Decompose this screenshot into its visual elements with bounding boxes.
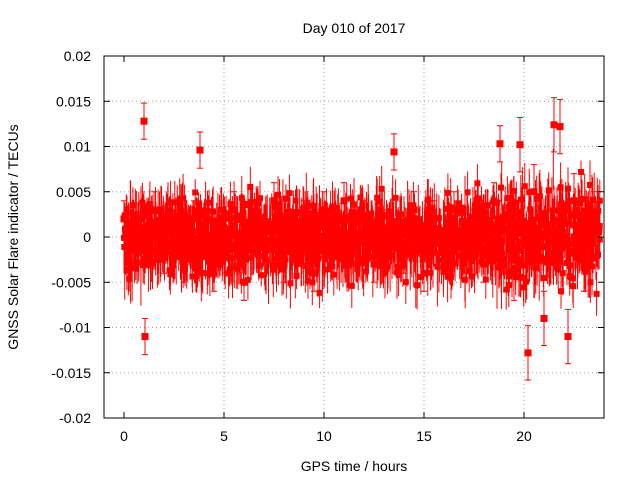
data-point	[330, 236, 338, 274]
data-point	[480, 245, 488, 283]
data-points	[120, 97, 598, 381]
data-point	[580, 236, 588, 292]
ticks: 0 5 10 15 20 -0.02 -0.015 -0.01 -0.005 0 0.005 0.01…	[51, 48, 604, 444]
y-tick-label: -0.005	[51, 274, 91, 290]
data-point	[260, 227, 268, 265]
data-point	[556, 98, 564, 155]
y-tick-label: 0.005	[56, 184, 91, 200]
data-point	[310, 254, 318, 292]
data-point	[170, 209, 178, 247]
data-point	[540, 290, 548, 347]
data-point	[190, 200, 198, 238]
data-point	[230, 191, 238, 229]
data-point	[280, 245, 288, 283]
data-point	[210, 254, 218, 292]
data-point	[470, 209, 478, 247]
data-point	[510, 245, 518, 301]
data-point	[360, 200, 368, 238]
data-band	[121, 148, 603, 316]
data-point	[390, 133, 398, 171]
data-point	[530, 164, 538, 220]
data-point	[150, 191, 158, 229]
data-point	[240, 263, 248, 301]
data-point	[140, 102, 148, 140]
data-point	[160, 236, 168, 274]
data-point	[270, 182, 278, 220]
y-tick-label: 0.02	[64, 48, 91, 64]
data-point	[524, 325, 532, 381]
y-tick-label: -0.02	[59, 410, 91, 426]
x-tick-label: 10	[316, 428, 332, 444]
data-point	[340, 182, 348, 220]
x-tick-label: 0	[120, 428, 128, 444]
data-point	[196, 131, 204, 169]
data-point	[496, 125, 504, 163]
data-point	[516, 117, 524, 173]
x-axis-label: GPS time / hours	[301, 458, 408, 474]
data-point	[490, 182, 498, 220]
data-point	[564, 308, 572, 365]
chart-title: Day 010 of 2017	[303, 20, 406, 36]
data-point	[570, 173, 578, 229]
y-tick-label: -0.015	[51, 365, 91, 381]
data-point	[460, 236, 468, 274]
y-tick-label: 0	[83, 229, 91, 245]
data-point	[290, 209, 298, 247]
data-point	[141, 317, 149, 356]
y-tick-label: 0.01	[64, 139, 91, 155]
data-point	[370, 245, 378, 283]
data-point	[220, 209, 228, 247]
data-point	[120, 200, 128, 238]
y-tick-label: 0.015	[56, 93, 91, 109]
data-point	[430, 200, 438, 238]
data-point	[380, 209, 388, 247]
y-tick-label: -0.01	[59, 320, 91, 336]
data-point	[180, 245, 188, 283]
y-axis-label: GNSS Solar Flare indicator / TECUs	[5, 124, 21, 349]
data-point	[450, 191, 458, 229]
data-point	[250, 200, 258, 238]
data-point	[420, 254, 428, 292]
data-point	[400, 236, 408, 274]
data-point	[410, 191, 418, 229]
data-point	[550, 97, 558, 153]
x-tick-label: 20	[516, 428, 532, 444]
data-point	[590, 191, 598, 247]
data-point	[130, 227, 138, 265]
data-point	[300, 200, 308, 238]
data-point	[440, 227, 448, 265]
x-tick-label: 5	[220, 428, 228, 444]
data-point	[350, 227, 358, 265]
x-tick-label: 15	[416, 428, 432, 444]
data-point	[320, 191, 328, 229]
